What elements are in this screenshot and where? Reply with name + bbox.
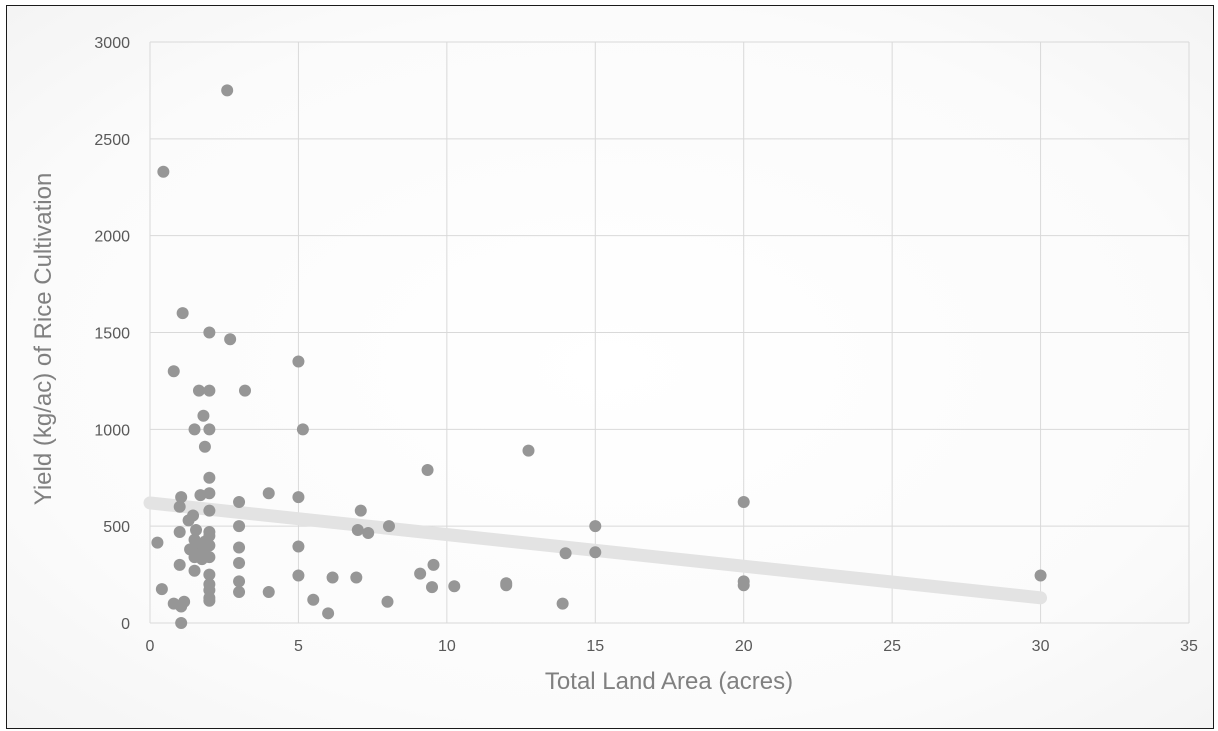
x-axis-ticks: 0 5 10 15 20 25 30 35	[146, 638, 1198, 655]
data-point-81	[589, 546, 602, 559]
data-point-52	[233, 586, 246, 599]
x-tick-label-0: 0	[146, 638, 155, 655]
data-point-50	[233, 556, 246, 569]
data-points	[151, 84, 1047, 629]
data-point-45	[221, 84, 234, 97]
data-point-11	[176, 307, 189, 320]
chart-frame: 0 5 10 15 20 25 30 35 0 500 1000 1500 2000 2500 3000 …	[6, 5, 1214, 729]
data-point-58	[292, 540, 305, 553]
data-point-12	[178, 595, 191, 608]
data-point-39	[203, 551, 216, 564]
y-axis-ticks: 0 500 1000 1500 2000 2500 3000	[94, 35, 130, 633]
data-point-60	[296, 423, 309, 436]
data-point-62	[322, 607, 335, 620]
data-point-31	[203, 384, 216, 397]
data-point-22	[192, 384, 205, 397]
data-point-85	[1034, 569, 1047, 582]
data-point-7	[173, 525, 186, 538]
data-point-27	[197, 409, 210, 422]
data-point-78	[556, 597, 569, 610]
data-point-20	[190, 524, 203, 537]
data-point-69	[382, 520, 395, 533]
y-tick-label-2: 1000	[94, 422, 130, 439]
scatter-chart: 0 5 10 15 20 25 30 35 050010001500200025003000 …	[30, 35, 1198, 695]
data-point-48	[233, 520, 246, 533]
y-tick-label-0: 0	[121, 616, 130, 633]
data-point-71	[421, 464, 434, 477]
y-tick-label-4: 2000	[94, 229, 130, 246]
data-point-72	[426, 581, 439, 594]
data-point-59	[292, 569, 305, 582]
x-tick-label-2: 10	[438, 638, 456, 655]
data-point-2	[157, 165, 170, 178]
data-point-57	[292, 491, 305, 504]
data-point-23	[194, 489, 207, 502]
data-point-63	[326, 571, 339, 584]
data-point-64	[350, 571, 363, 584]
data-point-74	[448, 580, 461, 593]
data-point-38	[203, 539, 216, 552]
data-point-80	[589, 520, 602, 533]
data-point-44	[203, 594, 216, 607]
data-point-49	[233, 541, 246, 554]
data-point-6	[173, 558, 186, 571]
data-point-53	[238, 384, 251, 397]
y-tick-label-3: 1500	[94, 326, 130, 343]
data-point-4	[167, 365, 180, 378]
data-point-32	[203, 423, 216, 436]
y-tick-label-1: 500	[103, 519, 130, 536]
data-point-37	[203, 529, 216, 542]
data-point-56	[292, 355, 305, 368]
gridlines	[149, 41, 1190, 624]
data-point-15	[187, 509, 200, 522]
data-point-35	[203, 504, 216, 517]
data-point-70	[414, 567, 427, 580]
data-point-33	[203, 471, 216, 484]
data-point-51	[233, 575, 246, 588]
x-tick-label-6: 30	[1032, 638, 1050, 655]
y-tick-label-6: 3000	[94, 35, 130, 52]
data-point-30	[203, 326, 216, 339]
data-point-0	[151, 536, 164, 549]
data-point-55	[262, 586, 275, 599]
data-point-82	[737, 495, 750, 508]
data-point-10	[175, 617, 188, 629]
data-point-79	[559, 547, 572, 560]
data-point-16	[188, 564, 201, 577]
data-point-76	[500, 577, 513, 590]
data-point-1	[155, 583, 168, 596]
data-point-77	[522, 444, 535, 457]
x-tick-label-4: 20	[735, 638, 753, 655]
x-tick-label-3: 15	[586, 638, 604, 655]
data-point-8	[175, 491, 188, 504]
data-point-61	[307, 593, 320, 606]
x-tick-label-7: 35	[1180, 638, 1198, 655]
data-point-46	[224, 333, 237, 346]
data-point-5	[173, 500, 186, 513]
data-point-47	[233, 495, 246, 508]
data-point-68	[381, 595, 394, 608]
data-point-84	[737, 579, 750, 592]
x-axis-title: Total Land Area (acres)	[545, 668, 793, 695]
data-point-65	[351, 524, 364, 537]
data-point-19	[188, 423, 201, 436]
data-point-40	[203, 568, 216, 581]
data-point-67	[362, 526, 375, 539]
data-point-28	[198, 440, 211, 453]
y-axis-title: Yield (kg/ac) of Rice Cultivation	[30, 173, 57, 506]
x-tick-label-5: 25	[883, 638, 901, 655]
x-tick-label-1: 5	[294, 638, 303, 655]
y-tick-label-5: 2500	[94, 132, 130, 149]
data-point-73	[427, 558, 440, 571]
data-point-54	[262, 487, 275, 500]
data-point-34	[203, 487, 216, 500]
data-point-66	[354, 504, 367, 517]
